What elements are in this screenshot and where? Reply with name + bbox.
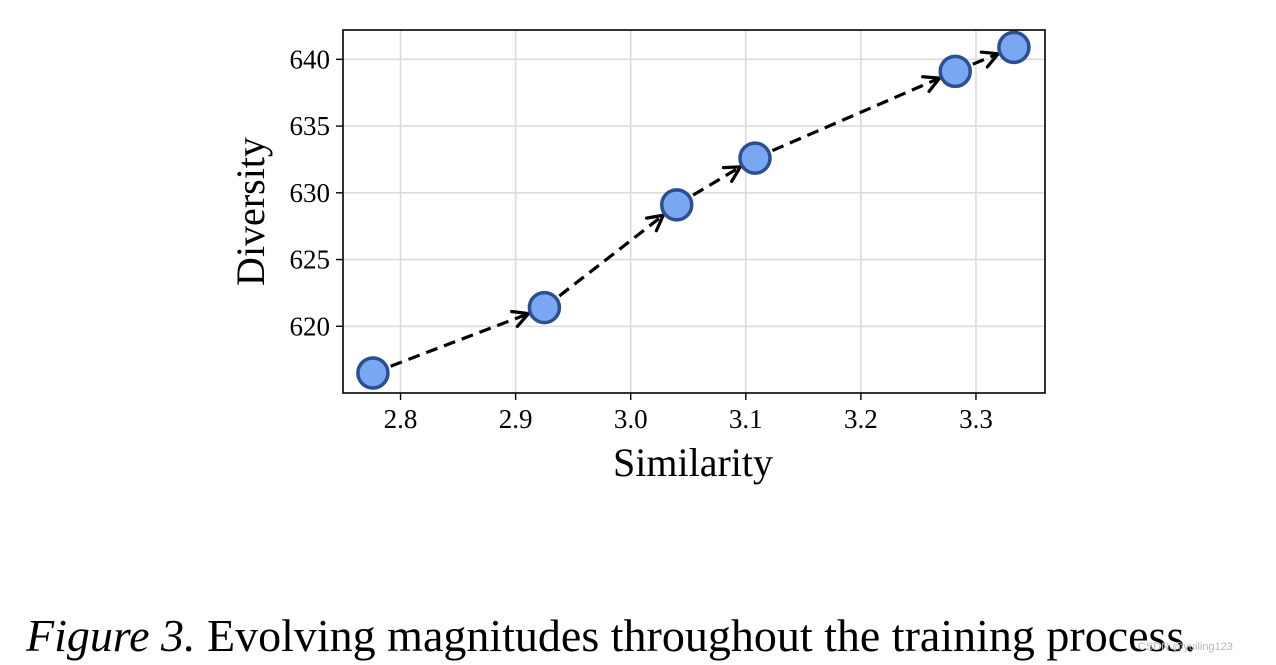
data-point bbox=[738, 141, 772, 175]
y-tick-label: 635 bbox=[290, 111, 331, 141]
figure-caption: Figure 3. Evolving magnitudes throughout… bbox=[26, 608, 1196, 664]
series-segment bbox=[372, 312, 530, 375]
x-tick-label: 3.3 bbox=[959, 404, 993, 434]
x-tick-label: 2.9 bbox=[499, 404, 533, 434]
figure-label: Figure 3. bbox=[26, 610, 196, 661]
x-tick-label: 3.2 bbox=[844, 404, 878, 434]
series-segment bbox=[754, 76, 941, 160]
y-tick-label: 620 bbox=[290, 311, 331, 341]
x-axis-label: Similarity bbox=[613, 440, 773, 485]
x-tick-label: 3.1 bbox=[729, 404, 763, 434]
y-axis-label: Diversity bbox=[228, 137, 273, 286]
y-tick-label: 625 bbox=[290, 245, 331, 275]
series-arrowhead bbox=[510, 309, 532, 329]
data-point bbox=[659, 188, 694, 222]
plot-frame bbox=[342, 29, 1046, 394]
data-point bbox=[938, 54, 972, 89]
series-arrowhead bbox=[921, 75, 943, 94]
caption-text: Evolving magnitudes throughout the train… bbox=[195, 610, 1196, 661]
y-tick-label: 640 bbox=[290, 44, 331, 74]
series-segment bbox=[543, 213, 665, 309]
series-arrowhead bbox=[644, 213, 666, 233]
x-tick-label: 3.0 bbox=[614, 404, 648, 434]
y-tick-label: 630 bbox=[290, 178, 331, 208]
grid bbox=[343, 30, 1045, 393]
data-point bbox=[997, 30, 1031, 65]
series-arrowhead bbox=[979, 50, 1002, 69]
ticks: 2.8 2.9 3.0 3.1 3.2 3.3 620 625 630 635 640 bbox=[290, 44, 993, 434]
data-point bbox=[527, 290, 562, 325]
series-segment bbox=[675, 165, 742, 207]
chart: 2.8 2.9 3.0 3.1 3.2 3.3 620 625 630 635 640 Simila… bbox=[228, 29, 1046, 485]
series-arrowhead bbox=[721, 165, 744, 183]
watermark: CSDN @yuiling123 bbox=[1138, 641, 1233, 653]
marker-layer bbox=[356, 30, 1031, 390]
data-point bbox=[356, 356, 390, 390]
x-tick-label: 2.8 bbox=[384, 404, 418, 434]
